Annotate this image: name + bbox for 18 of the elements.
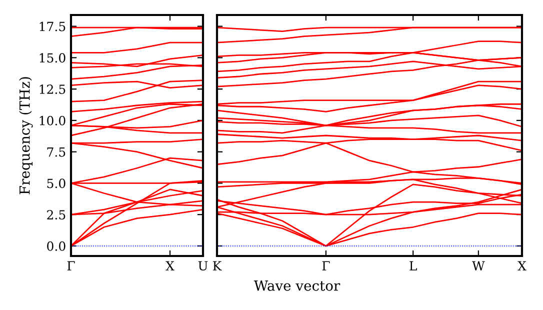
- y-tick-label: 2.5: [47, 210, 66, 220]
- x-tick-label: X: [166, 261, 174, 270]
- y-tick-label: 15.0: [40, 53, 66, 63]
- y-tick-label: 17.5: [40, 22, 66, 32]
- x-tick-label: X: [518, 261, 526, 270]
- x-tick-label: Γ: [67, 261, 75, 270]
- y-axis-title: Frequency (THz): [19, 77, 33, 194]
- x-tick-label: K: [213, 261, 222, 270]
- y-tick-label: 10.0: [40, 116, 66, 126]
- x-tick-label: Γ: [322, 261, 330, 270]
- x-tick-label: U: [198, 261, 208, 271]
- x-axis-title: Wave vector: [254, 280, 340, 291]
- y-tick-label: 12.5: [40, 84, 66, 94]
- y-tick-label: 7.5: [47, 147, 66, 157]
- x-tick-label: W: [472, 261, 485, 270]
- x-tick-label: L: [410, 261, 417, 270]
- y-tick-label: 5.0: [47, 178, 66, 188]
- y-tick-label: 0.0: [47, 241, 66, 251]
